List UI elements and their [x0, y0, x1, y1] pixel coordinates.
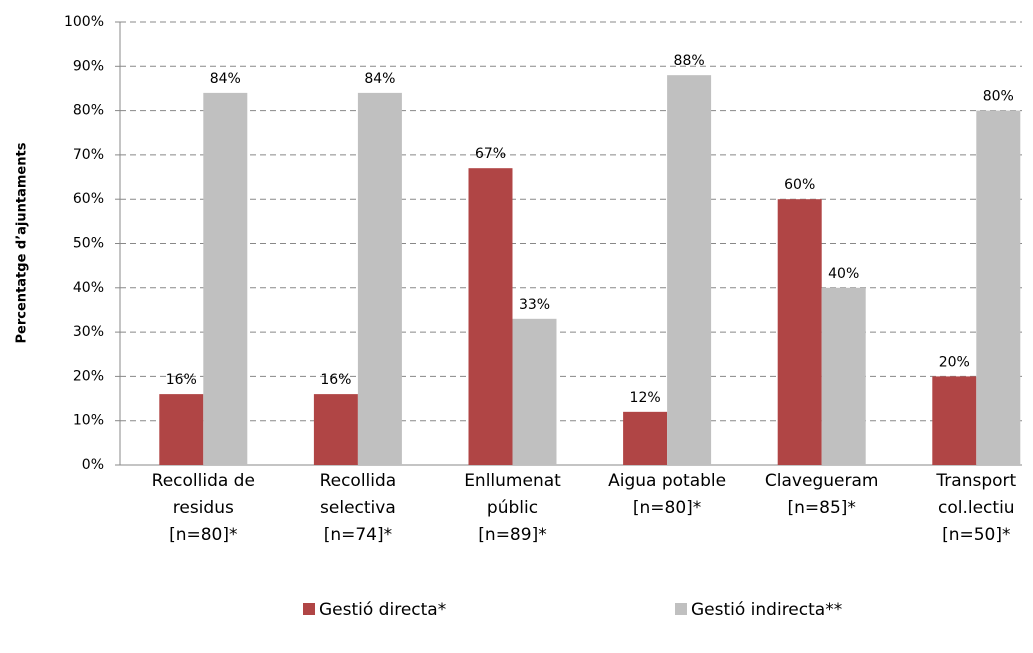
- x-tick-label: Recollida: [320, 471, 397, 491]
- y-tick-label: 80%: [73, 103, 104, 119]
- value-label: 40%: [828, 266, 859, 282]
- y-tick-label: 100%: [64, 14, 104, 30]
- legend-label: Gestió indirecta**: [691, 600, 842, 620]
- y-tick-label: 30%: [73, 324, 104, 340]
- x-tick-label: selectiva: [320, 498, 396, 518]
- value-label: 20%: [939, 354, 970, 370]
- value-label: 60%: [784, 177, 815, 193]
- y-tick-label: 70%: [73, 147, 104, 163]
- x-tick-label: Recollida de: [152, 471, 255, 491]
- y-tick-label: 40%: [73, 280, 104, 296]
- value-label: 16%: [166, 372, 197, 388]
- x-tick-label: [n=80]*: [633, 498, 701, 518]
- bar: [468, 168, 513, 465]
- y-tick-label: 0%: [82, 457, 104, 473]
- y-tick-label: 60%: [73, 191, 104, 207]
- y-tick-label: 90%: [73, 58, 104, 74]
- x-tick-label: Aigua potable: [608, 471, 726, 491]
- value-label: 33%: [519, 297, 550, 313]
- legend-swatch: [303, 603, 315, 615]
- y-tick-label: 50%: [73, 236, 104, 252]
- x-tick-label: Transport: [935, 471, 1016, 491]
- legend-label: Gestió directa*: [319, 600, 446, 620]
- x-tick-label: [n=80]*: [169, 525, 237, 545]
- bar: [932, 376, 977, 465]
- bar: [777, 199, 822, 465]
- x-tick-label: [n=50]*: [942, 525, 1010, 545]
- bar: [159, 394, 204, 465]
- value-label: 88%: [674, 53, 705, 69]
- value-label: 84%: [210, 71, 241, 87]
- x-tick-label: Enllumenat: [464, 471, 561, 491]
- value-label: 80%: [983, 89, 1014, 105]
- value-label: 84%: [364, 71, 395, 87]
- bar: [357, 92, 402, 465]
- bar: [667, 75, 712, 465]
- y-axis-title: Percentatge d’ajuntaments: [15, 142, 30, 343]
- bar: [821, 287, 866, 465]
- bar: [976, 110, 1021, 465]
- x-tick-label: públic: [487, 498, 538, 518]
- legend-swatch: [675, 603, 687, 615]
- bar: [512, 318, 557, 465]
- bar: [623, 411, 668, 465]
- x-tick-label: [n=89]*: [478, 525, 546, 545]
- y-tick-label: 20%: [73, 368, 104, 384]
- x-tick-label: col.lectiu: [938, 498, 1015, 518]
- x-tick-label: [n=85]*: [787, 498, 855, 518]
- x-tick-label: residus: [173, 498, 234, 518]
- x-tick-label: [n=74]*: [324, 525, 392, 545]
- x-tick-label: Clavegueram: [765, 471, 879, 491]
- value-label: 67%: [475, 146, 506, 162]
- bar: [203, 92, 248, 465]
- y-tick-label: 10%: [73, 413, 104, 429]
- value-label: 12%: [630, 390, 661, 406]
- bar: [313, 394, 358, 465]
- value-label: 16%: [320, 372, 351, 388]
